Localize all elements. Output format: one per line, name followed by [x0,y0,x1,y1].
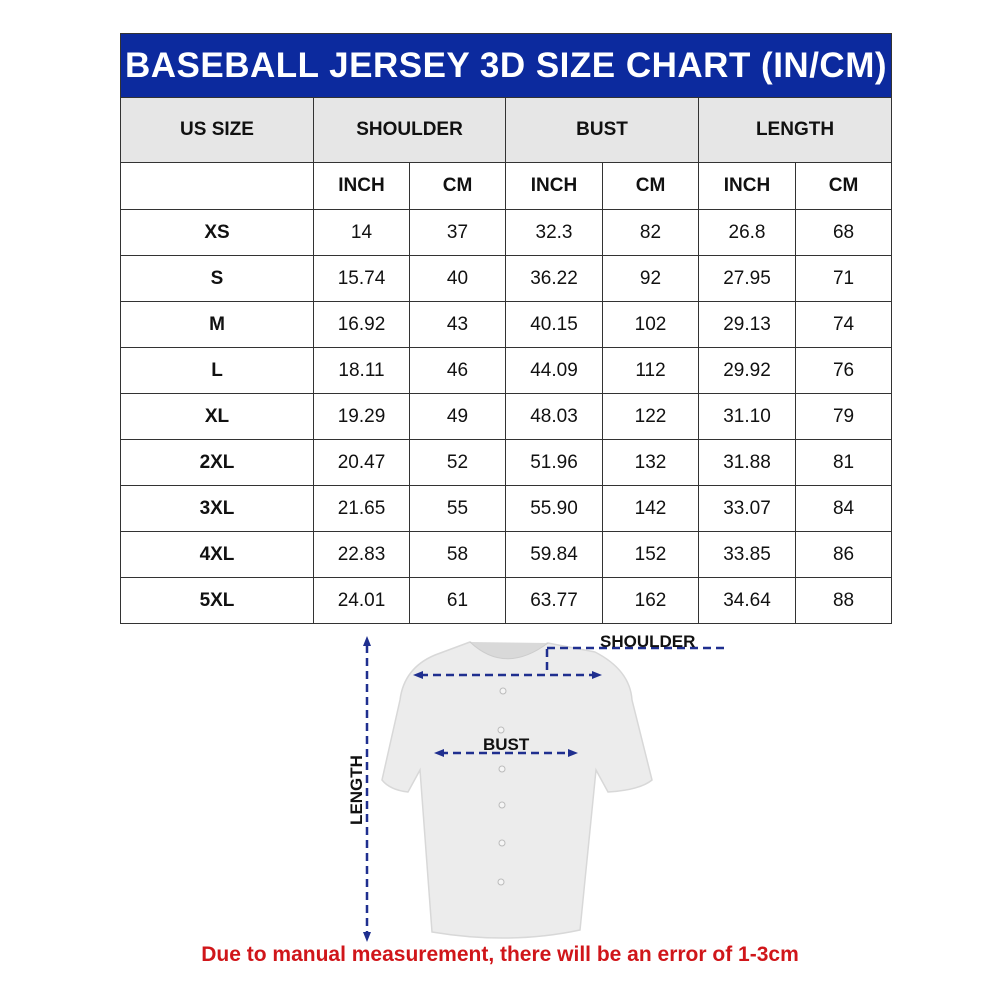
cell-shoulder-cm: 52 [409,439,506,486]
cell-shoulder-in: 21.65 [313,485,410,532]
subheader-cm: CM [409,162,506,210]
cell-size: 4XL [120,531,314,578]
cell-length-cm: 86 [794,531,893,578]
cell-length-in: 34.64 [698,577,796,624]
cell-shoulder-in: 15.74 [313,255,410,302]
chart-title: BASEBALL JERSEY 3D SIZE CHART (IN/CM) [119,33,893,98]
measurement-disclaimer: Due to manual measurement, there will be… [201,943,799,966]
cell-length-cm: 81 [794,439,893,486]
cell-shoulder-cm: 49 [409,393,506,440]
cell-length-cm: 79 [794,393,893,440]
cell-shoulder-in: 20.47 [313,439,410,486]
cell-bust-in: 40.15 [505,301,603,348]
cell-shoulder-cm: 37 [409,209,506,256]
subheader-cm: CM [794,162,893,210]
cell-shoulder-cm: 46 [409,347,506,394]
cell-length-in: 27.95 [698,255,796,302]
cell-shoulder-cm: 61 [409,577,506,624]
cell-bust-in: 51.96 [505,439,603,486]
cell-length-cm: 74 [794,301,893,348]
cell-length-in: 31.88 [698,439,796,486]
table-row: 5XL 24.01 61 63.77 162 34.64 88 [120,577,893,624]
cell-length-cm: 84 [794,485,893,532]
cell-bust-in: 59.84 [505,531,603,578]
cell-bust-cm: 162 [602,577,699,624]
cell-length-in: 31.10 [698,393,796,440]
length-label: LENGTH [346,755,366,825]
table-row: 4XL 22.83 58 59.84 152 33.85 86 [120,531,893,578]
cell-bust-cm: 122 [602,393,699,440]
bust-label: BUST [483,735,530,754]
table-row: 3XL 21.65 55 55.90 142 33.07 84 [120,485,893,532]
cell-length-in: 26.8 [698,209,796,256]
cell-length-cm: 88 [794,577,893,624]
cell-size: 3XL [120,485,314,532]
subheader-inch: INCH [698,162,796,210]
table-row: S 15.74 40 36.22 92 27.95 71 [120,255,893,302]
table-row: XL 19.29 49 48.03 122 31.10 79 [120,393,893,440]
cell-length-cm: 76 [794,347,893,394]
cell-shoulder-cm: 43 [409,301,506,348]
cell-bust-cm: 132 [602,439,699,486]
cell-size: S [120,255,314,302]
cell-bust-cm: 112 [602,347,699,394]
cell-shoulder-cm: 40 [409,255,506,302]
cell-bust-in: 63.77 [505,577,603,624]
subheader-inch: INCH [505,162,603,210]
cell-length-in: 33.07 [698,485,796,532]
cell-shoulder-in: 24.01 [313,577,410,624]
header-us-size: US SIZE [120,97,314,163]
shoulder-label: SHOULDER [600,632,696,651]
jersey-image [381,641,653,939]
cell-shoulder-in: 22.83 [313,531,410,578]
subheader-inch: INCH [313,162,410,210]
subheader-cm: CM [602,162,699,210]
size-chart-table: BASEBALL JERSEY 3D SIZE CHART (IN/CM) US… [119,33,893,624]
cell-bust-in: 44.09 [505,347,603,394]
table-row: XS 14 37 32.3 82 26.8 68 [120,209,893,256]
cell-bust-cm: 102 [602,301,699,348]
cell-bust-in: 32.3 [505,209,603,256]
cell-bust-cm: 142 [602,485,699,532]
cell-bust-cm: 92 [602,255,699,302]
cell-shoulder-in: 18.11 [313,347,410,394]
cell-size: 5XL [120,577,314,624]
cell-length-cm: 71 [794,255,893,302]
cell-size: M [120,301,314,348]
cell-length-in: 29.13 [698,301,796,348]
cell-bust-cm: 82 [602,209,699,256]
header-bust: BUST [505,97,699,163]
table-row: 2XL 20.47 52 51.96 132 31.88 81 [120,439,893,486]
header-length: LENGTH [697,97,893,163]
